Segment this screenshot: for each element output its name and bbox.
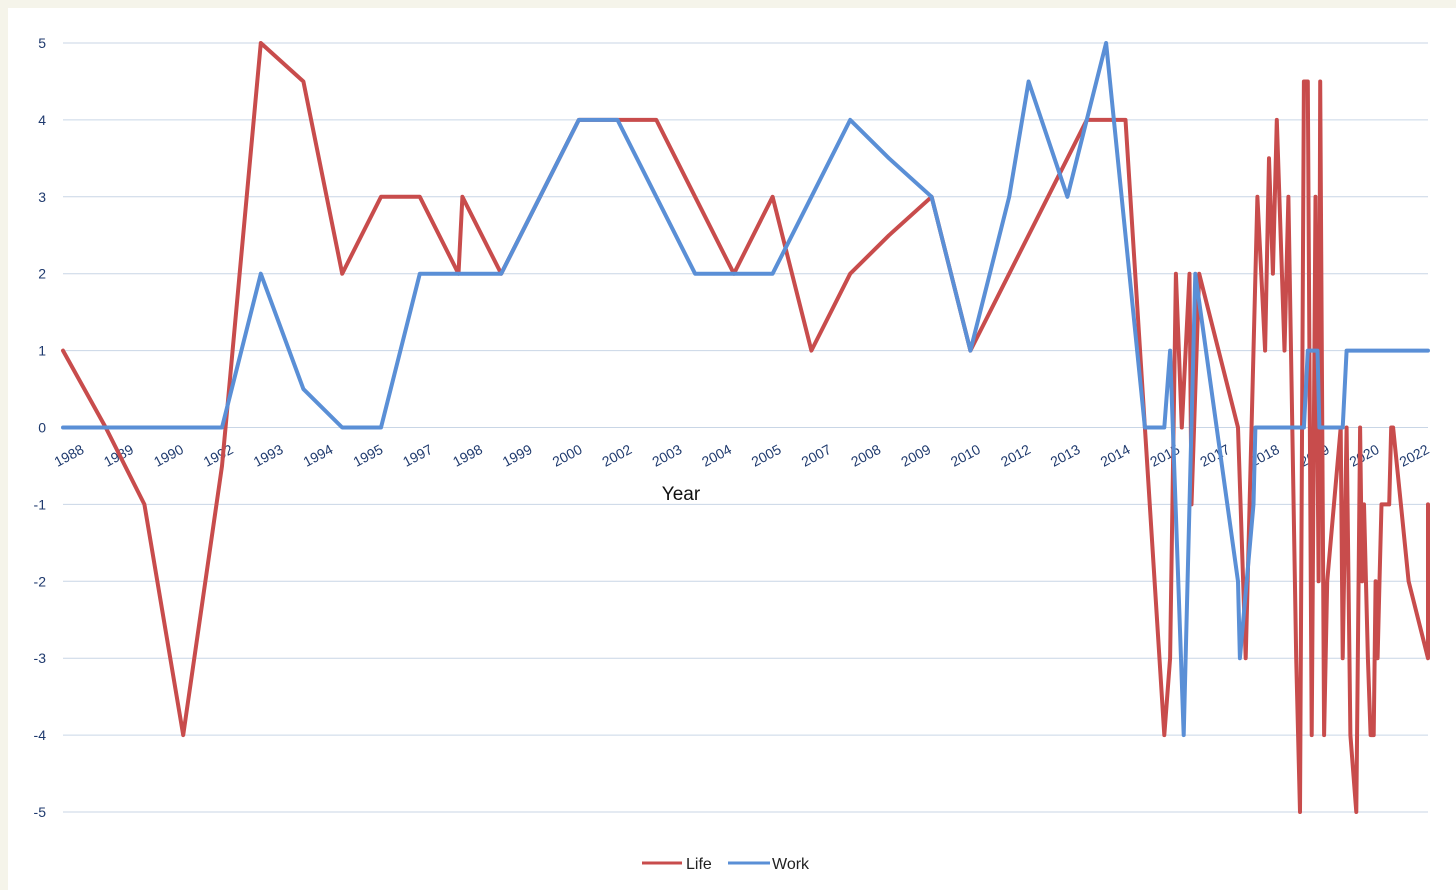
x-tick-label: 2014 (1098, 441, 1133, 470)
x-tick-label: 2007 (799, 441, 834, 470)
legend-label-work: Work (772, 856, 810, 873)
y-tick-label: 4 (38, 112, 46, 128)
x-tick-label: 2022 (1397, 441, 1432, 470)
x-tick-label: 2002 (599, 441, 634, 470)
y-tick-label: 2 (38, 266, 46, 282)
y-axis-ticks: 5 4 3 2 1 0 -1 -2 -3 -4 -5 (34, 35, 47, 820)
x-tick-label: 2017 (1197, 441, 1232, 470)
y-tick-label: 1 (38, 343, 46, 359)
x-tick-label: 2010 (948, 441, 983, 470)
x-tick-label: 2008 (848, 441, 883, 470)
series-lines (61, 41, 1430, 814)
y-tick-label: 3 (38, 189, 46, 205)
x-tick-label: 2015 (1147, 441, 1182, 470)
x-tick-label: 1992 (201, 441, 236, 470)
x-tick-label: 1993 (251, 441, 286, 470)
x-tick-label: 1999 (500, 441, 535, 470)
series-line-work (61, 41, 1430, 738)
y-tick-label: 0 (38, 420, 46, 436)
x-tick-label: 1994 (300, 441, 335, 470)
y-tick-label: -2 (34, 573, 47, 589)
y-tick-label: -4 (34, 727, 47, 743)
x-tick-label: 2004 (699, 441, 734, 470)
y-tick-label: 5 (38, 35, 46, 51)
x-tick-label: 1988 (51, 441, 86, 470)
chart-area: 5 4 3 2 1 0 -1 -2 -3 -4 -5 1988 1989 1990 1992 1993 199… (8, 8, 1456, 890)
x-tick-label: 2012 (998, 441, 1033, 470)
x-tick-label: 2020 (1347, 441, 1382, 470)
x-tick-label: 2005 (749, 441, 784, 470)
x-tick-label: 2000 (550, 441, 585, 470)
x-axis-label: Year (662, 484, 701, 505)
y-tick-label: -1 (34, 496, 47, 512)
legend: Life Work (642, 856, 810, 873)
gridlines (63, 42, 1428, 813)
y-tick-label: -3 (34, 650, 47, 666)
x-tick-label: 1998 (450, 441, 485, 470)
y-tick-label: -5 (34, 804, 47, 820)
x-tick-label: 1990 (151, 441, 186, 470)
x-tick-label: 1995 (350, 441, 385, 470)
x-axis-ticks: 1988 1989 1990 1992 1993 1994 1995 1997 1998 1999… (51, 441, 1431, 470)
legend-label-life: Life (686, 856, 712, 873)
x-tick-label: 2009 (898, 441, 933, 470)
x-tick-label: 2013 (1048, 441, 1083, 470)
x-tick-label: 2003 (649, 441, 684, 470)
x-tick-label: 1997 (400, 441, 435, 470)
